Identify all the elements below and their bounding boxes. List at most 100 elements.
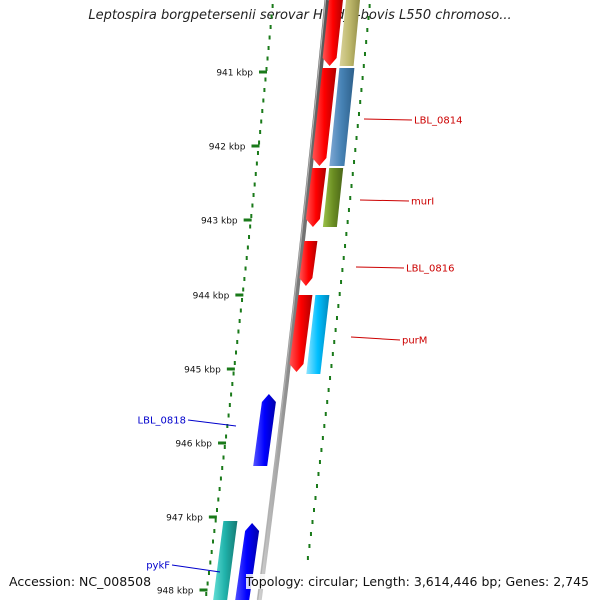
left-tick-dot [271,4,274,8]
scale-tick [243,218,252,222]
gene-block-red [299,241,318,286]
scale-tick [199,588,208,592]
scale-label: 946 kbp [175,440,212,450]
gene-block-teal [213,521,238,600]
left-tick-dot [246,245,249,250]
right-tick-dot [345,232,348,236]
right-tick-dot [349,196,352,200]
scale-tick [226,367,235,371]
left-tick-dot [263,88,266,92]
right-tick-dot [317,472,320,476]
left-tick-dot [218,487,221,491]
left-tick-dot [209,560,212,565]
right-tick-dot [344,244,347,248]
scale-tick [259,70,268,74]
scale-label: 944 kbp [193,292,230,302]
left-tick-dot [253,182,256,187]
gene-block-blue [235,523,260,600]
left-tick-dot [261,109,264,113]
right-tick-dot [335,316,338,320]
scale-tick [235,293,244,297]
left-tick-dot [238,319,241,323]
right-tick-dot [359,100,362,104]
gene-block-olive [339,0,361,66]
right-tick-dot [338,292,341,296]
left-tick-dot [254,172,257,176]
right-tick-dot [357,112,360,116]
left-tick-dot [256,151,259,155]
genome-stats-text: Topology: circular; Length: 3,614,446 bp… [245,574,589,589]
left-tick-dot [230,392,233,397]
left-tick-dot [255,161,258,166]
left-tick-dot [250,214,253,218]
right-tick-dot [320,448,323,452]
map-title: Leptospira borgpetersenii serovar Hardjo… [88,8,512,23]
right-tick-dot [353,160,356,164]
left-tick-dot [267,46,270,50]
right-tick-dot [333,340,336,344]
gene-label-lbl0816: LBL_0816 [406,264,454,275]
right-tick-dot [341,268,344,272]
gene-label-lbl0818: LBL_0818 [138,416,186,427]
gene-block-green [322,168,344,227]
left-tick-dot [241,298,244,302]
scale-track: 941 kbp 942 kbp 943 kbp 944 kbp 945 kbp 946 k… [157,69,268,597]
left-tick-dot [249,224,252,229]
left-tick-dot [205,592,208,596]
right-tick-dot [360,88,363,92]
gene-label-lbl0814: LBL_0814 [414,116,462,127]
left-tick-dot [268,35,271,40]
right-tick-dot [351,172,354,176]
leader-line [187,419,237,427]
backbone-highlight [257,0,327,600]
left-tick-dot [248,235,251,239]
gene-block-sky [306,295,330,374]
right-tick-dot [355,136,358,140]
gene-block-blue [253,394,276,466]
left-tick-dot [233,361,236,365]
leader-line [350,336,401,341]
left-tick-dot [260,119,263,124]
left-tick-dot [262,98,265,103]
scale-label: 941 kbp [216,69,253,79]
gene-label-track: LBL_0814 murI LBL_0816 purM LBL_0818 pykF [138,116,462,573]
left-tick-dot [251,203,254,208]
scale-tick [208,515,217,519]
right-tick-dot [306,556,309,560]
left-tick-dot [252,193,255,197]
left-tick-dot [210,550,213,554]
left-tick-dot [237,329,240,334]
left-tick-dot [244,266,247,271]
left-tick-dot [242,287,245,292]
left-tick-dot [236,340,239,344]
right-tick-dot [327,388,330,392]
right-tick-dot [329,376,332,380]
gene-label-pykf: pykF [146,561,170,572]
leader-line [355,266,405,269]
right-tick-dot [308,544,311,548]
right-tick-dot [311,520,314,524]
right-tick-dot [347,208,350,212]
leader-line [171,564,221,573]
left-tick-dot [258,140,261,145]
left-tick-dot [214,518,217,523]
left-tick-dot [245,256,248,260]
left-tick-dot [266,56,269,61]
right-tick-dot [312,508,315,512]
left-tick-dot [219,476,222,481]
gene-block-red [305,168,327,227]
scale-label: 943 kbp [201,217,238,227]
gene-label-purm: purM [402,336,427,347]
right-tick-dot [368,4,371,8]
right-tick-dot [318,460,321,464]
left-tick-dot [232,371,235,376]
left-tick-dot [221,466,224,470]
left-tick-dot [215,508,218,512]
left-tick-dot [228,403,231,407]
gene-block-red [312,68,337,166]
right-tick-dot [324,412,327,416]
right-tick-dot [361,76,364,80]
left-tick-dot [259,130,262,134]
right-tick-dot [367,16,370,20]
